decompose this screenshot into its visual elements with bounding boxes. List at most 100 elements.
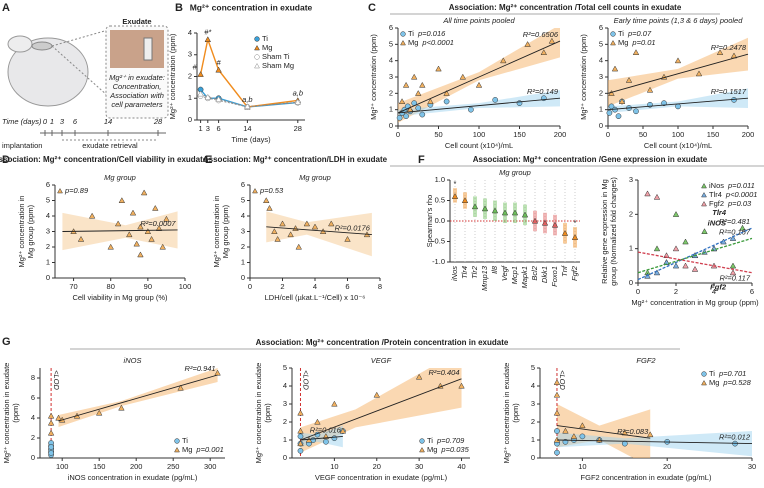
y-tick-label: 0.0 xyxy=(435,216,445,225)
marker xyxy=(646,86,654,93)
category-label: iNos xyxy=(450,266,459,281)
marker xyxy=(492,97,499,103)
x-tick-label: 0 xyxy=(636,287,640,296)
legend-label: Sham Mg xyxy=(262,61,294,70)
x-axis-label: VEGF concentration in exudate (pg/mL) xyxy=(315,473,448,482)
y-tick-label: 0 xyxy=(241,273,245,282)
x-tick-label: 150 xyxy=(513,130,526,139)
marker xyxy=(314,418,321,425)
marker xyxy=(579,433,586,440)
marker xyxy=(303,220,311,227)
legend-marker xyxy=(610,39,616,46)
y-axis-label: Relative gene expression in Mg xyxy=(600,179,609,284)
chart-subtitle: Mg group xyxy=(499,168,531,177)
timeline-day: 28 xyxy=(153,117,163,126)
y-tick-label: 1 xyxy=(283,435,287,444)
marker xyxy=(215,96,222,102)
marker xyxy=(297,409,304,416)
legend-label: iNos xyxy=(709,181,724,190)
r-squared-label: R²=0.941 xyxy=(185,364,216,373)
y-tick-label: 3 xyxy=(46,226,50,235)
x-tick-label: 0 xyxy=(396,130,400,139)
marker xyxy=(204,93,212,100)
inset-label: Exudate xyxy=(122,17,151,26)
timeline-day: 6 xyxy=(73,117,78,126)
fit-name: Fgf2 xyxy=(710,283,727,292)
x-tick-label: 40 xyxy=(457,462,465,471)
y-tick-label: 5 xyxy=(389,39,393,48)
y-tick-label: 8 xyxy=(31,373,35,382)
marker xyxy=(402,81,410,88)
marker xyxy=(129,209,137,216)
marker xyxy=(415,373,423,380)
marker xyxy=(48,450,54,456)
marker xyxy=(729,262,737,269)
x-tick-label: 0 xyxy=(606,130,610,139)
category-label: Tlr2 xyxy=(470,265,479,279)
x-tick-label: 3 xyxy=(206,124,210,133)
y-tick-label: 6 xyxy=(46,180,50,189)
legend-p-value: p=0.016 xyxy=(417,29,446,38)
y-tick-label: 4 xyxy=(283,381,287,390)
legend-label: Tlr4 xyxy=(709,190,722,199)
chart-subtitle: VEGF xyxy=(371,356,392,365)
marker xyxy=(297,433,304,440)
marker xyxy=(266,204,273,211)
marker xyxy=(653,269,661,276)
marker xyxy=(672,245,680,252)
y-tick-label: 4 xyxy=(531,381,535,390)
y-tick-label: 6 xyxy=(241,180,245,189)
marker xyxy=(77,235,85,242)
marker xyxy=(148,235,155,242)
y-tick-label: 3 xyxy=(241,226,245,235)
timeline-day: 0 xyxy=(43,117,48,126)
x-tick-label: 20 xyxy=(663,462,671,471)
legend-p-value: p=0.53 xyxy=(259,186,284,195)
panel-letter: C xyxy=(368,2,376,14)
legend-p-value: p=0.035 xyxy=(440,445,469,454)
timeline-label: Time (days) xyxy=(2,117,42,126)
marker xyxy=(691,265,699,272)
marker xyxy=(647,431,654,438)
category-label: Mcp1 xyxy=(510,266,519,284)
marker xyxy=(328,220,335,227)
marker xyxy=(661,100,667,106)
x-tick-label: 200 xyxy=(130,462,143,471)
timeline-day: 3 xyxy=(60,117,65,126)
timeline-day: 14 xyxy=(104,117,112,126)
y-axis-label: Mg²⁺ concentration in exudate xyxy=(502,363,511,464)
x-tick-label: 14 xyxy=(243,124,251,133)
marker xyxy=(263,197,270,203)
y-tick-label: 1 xyxy=(531,435,535,444)
tube xyxy=(143,37,153,61)
marker xyxy=(729,235,737,241)
marker xyxy=(197,90,204,97)
marker xyxy=(271,228,278,234)
x-axis-label: iNOS concentration in exudate (pg/mL) xyxy=(68,473,198,482)
marker xyxy=(551,221,559,228)
annotation: # xyxy=(193,62,198,71)
annotation: #* xyxy=(204,28,212,37)
marker xyxy=(729,269,737,276)
regression-line xyxy=(607,53,749,94)
marker xyxy=(451,193,459,199)
legend-label: Ti xyxy=(262,34,268,43)
y-tick-label: 0.5 xyxy=(435,195,445,204)
y-tick-label: 3 xyxy=(531,399,535,408)
legend-marker xyxy=(419,446,425,453)
marker xyxy=(524,41,531,47)
legend-marker xyxy=(400,39,406,46)
regression-line xyxy=(556,439,753,445)
x-tick-label: 8 xyxy=(378,282,382,291)
r-squared-label: R²=0.0176 xyxy=(335,224,371,233)
y-tick-label: 5 xyxy=(599,39,603,48)
y-axis-label: (ppm) xyxy=(11,403,20,423)
legend-p-value: p=0.89 xyxy=(64,186,89,195)
confidence-band xyxy=(58,368,218,427)
group-header: Association: Mg²⁺ concentration /Gene ex… xyxy=(473,155,708,164)
marker xyxy=(621,440,628,447)
legend-p-value: p=0.011 xyxy=(727,181,755,190)
marker xyxy=(675,103,681,110)
confidence-band xyxy=(556,431,752,457)
